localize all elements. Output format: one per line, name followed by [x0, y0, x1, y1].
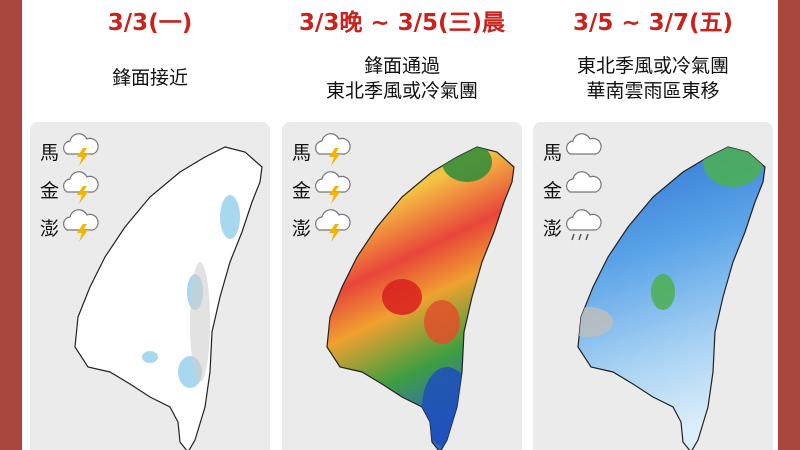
panel-description: 東北季風或冷氣團 [577, 55, 729, 77]
island-label: 澎 [543, 218, 562, 240]
rain-area [220, 195, 240, 239]
cloud-icon [62, 171, 99, 193]
lightning-icon [77, 148, 88, 166]
rain-area [190, 262, 210, 382]
island-label: 馬 [292, 142, 311, 164]
island-label: 金 [40, 180, 59, 202]
lightning-icon [329, 224, 340, 242]
panel-description: 東北季風或冷氣團 [326, 80, 478, 102]
lightning-icon [329, 148, 340, 166]
island-label: 金 [292, 180, 311, 202]
rain-drop [571, 233, 575, 241]
island-label: 澎 [40, 218, 59, 240]
left-border [0, 0, 22, 450]
cloud-icon [565, 133, 602, 155]
panel-description: 鋒面通過 [364, 55, 440, 77]
lightning-icon [329, 186, 340, 204]
right-border [778, 0, 800, 450]
panel-title: 3/3晚 ~ 3/5(三)晨 [299, 10, 506, 36]
cloud-icon [314, 133, 351, 155]
island-label: 馬 [40, 142, 59, 164]
panel-title: 3/5 ~ 3/7(五) [573, 10, 733, 36]
rain-area [651, 274, 675, 310]
cloud-icon [565, 171, 602, 193]
rain-area [578, 307, 613, 337]
cloud-icon [62, 133, 99, 155]
rain-area [424, 300, 460, 344]
cloud-icon [314, 171, 351, 193]
panel-description: 華南雲雨區東移 [586, 80, 719, 102]
rain-area [382, 279, 422, 315]
panel-description: 鋒面接近 [112, 67, 188, 89]
lightning-icon [77, 186, 88, 204]
cloud-icon [62, 209, 99, 231]
cloud-icon [314, 209, 351, 231]
taiwan-map [74, 146, 263, 450]
rain-drop [578, 233, 582, 241]
rain-drop [585, 233, 589, 241]
panel-title: 3/3(一) [108, 10, 192, 36]
island-label: 馬 [543, 142, 562, 164]
lightning-icon [77, 224, 88, 242]
island-label: 金 [543, 180, 562, 202]
rain-areas [142, 195, 240, 388]
cloud-icon [565, 209, 602, 231]
island-label: 澎 [292, 218, 311, 240]
rain-area [142, 351, 158, 363]
